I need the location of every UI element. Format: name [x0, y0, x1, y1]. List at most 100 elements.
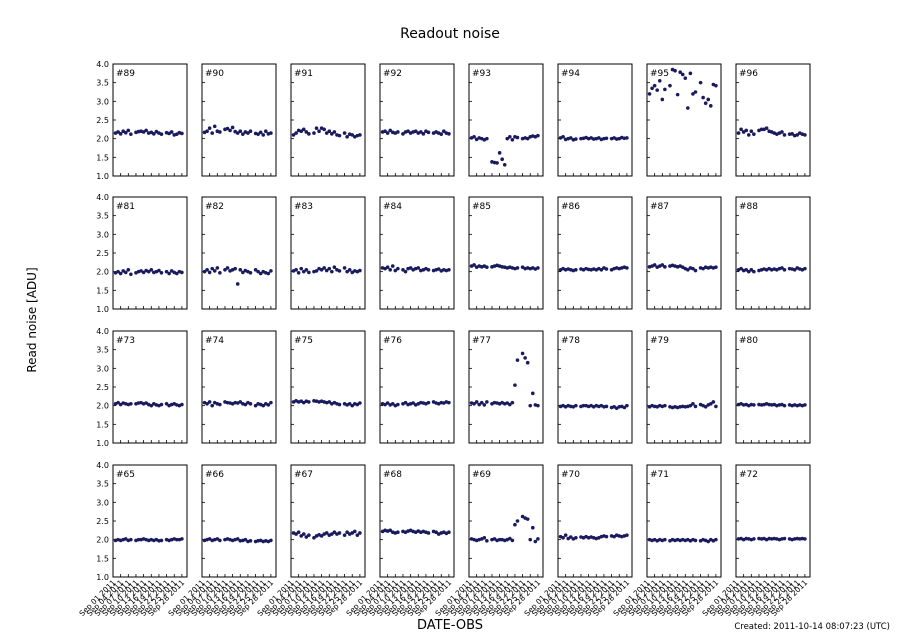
data-point — [421, 132, 426, 136]
data-point — [500, 157, 504, 161]
data-point — [294, 268, 298, 272]
data-point — [207, 400, 212, 404]
data-point — [136, 537, 141, 542]
data-point — [439, 132, 444, 136]
data-point — [515, 135, 520, 140]
data-point — [332, 130, 337, 134]
data-point — [291, 133, 296, 137]
data-point — [248, 129, 253, 133]
panel-title: #76 — [383, 336, 402, 346]
data-point — [266, 271, 271, 276]
data-point — [782, 536, 787, 541]
data-point — [243, 402, 248, 407]
panel-title: #84 — [383, 202, 402, 212]
data-point — [129, 402, 133, 406]
data-point — [525, 136, 530, 141]
data-point — [660, 263, 665, 267]
data-point — [319, 268, 324, 272]
data-point — [673, 68, 677, 73]
data-point — [330, 132, 334, 136]
data-point — [749, 268, 754, 272]
panel-title: #72 — [739, 470, 758, 480]
data-point — [314, 126, 319, 131]
data-point — [296, 270, 301, 275]
data-point — [347, 402, 352, 406]
data-point — [324, 131, 329, 135]
data-point — [312, 536, 316, 540]
data-point — [479, 400, 484, 405]
data-point — [510, 538, 515, 543]
data-point — [416, 266, 421, 270]
data-point — [238, 129, 243, 133]
data-point — [447, 268, 451, 272]
data-point — [215, 266, 220, 270]
data-point — [691, 92, 695, 96]
data-point — [210, 131, 215, 135]
data-point — [327, 129, 332, 133]
data-point — [238, 268, 243, 272]
data-point — [477, 402, 482, 407]
panel-title: #94 — [561, 69, 580, 79]
data-point — [164, 269, 169, 274]
data-point — [739, 127, 743, 132]
data-point — [330, 532, 334, 536]
data-point — [746, 269, 751, 274]
data-point — [152, 132, 156, 136]
data-point — [403, 269, 408, 274]
data-point — [248, 402, 253, 406]
panel-title: #65 — [116, 470, 135, 480]
data-point — [568, 535, 573, 539]
data-point — [663, 403, 667, 408]
data-point — [345, 269, 349, 274]
data-point — [180, 402, 184, 407]
data-point — [708, 104, 713, 108]
data-point — [396, 402, 400, 407]
y-tick-label: 2.0 — [96, 135, 109, 144]
data-point — [752, 403, 756, 407]
data-point — [169, 130, 174, 134]
data-point — [324, 531, 329, 535]
data-point — [116, 269, 120, 274]
data-point — [207, 126, 212, 131]
panel-title: #83 — [294, 202, 313, 212]
y-tick-label: 2.0 — [96, 536, 109, 545]
y-tick-label: 3.5 — [96, 212, 109, 221]
data-point — [337, 269, 342, 273]
y-tick-label: 3.0 — [96, 230, 109, 239]
y-tick-label: 4.0 — [96, 60, 109, 69]
data-point — [205, 402, 209, 406]
y-tick-label: 3.5 — [96, 79, 109, 88]
data-point — [408, 266, 413, 270]
panel-title: #79 — [650, 336, 669, 346]
data-point — [342, 131, 347, 135]
data-point — [248, 538, 253, 543]
y-tick-label: 2.0 — [96, 268, 109, 277]
data-point — [508, 402, 512, 407]
data-point — [327, 400, 332, 404]
data-point — [419, 130, 423, 134]
data-point — [225, 266, 230, 270]
data-point — [739, 266, 743, 271]
data-point — [159, 270, 164, 275]
data-point — [116, 130, 120, 134]
data-point — [660, 97, 665, 102]
data-point — [574, 268, 578, 272]
data-point — [390, 264, 395, 268]
data-point — [536, 403, 540, 408]
panel-title: #91 — [294, 69, 313, 79]
data-point — [230, 125, 235, 130]
data-point — [574, 536, 578, 540]
data-point — [269, 269, 273, 273]
y-tick-label: 3.0 — [96, 97, 109, 106]
data-point — [225, 126, 230, 131]
chart-title: Readout noise — [400, 26, 500, 42]
panel-title: #71 — [650, 470, 669, 480]
data-point — [485, 136, 489, 141]
data-point — [441, 129, 446, 133]
data-point — [327, 266, 332, 271]
data-point — [116, 400, 120, 405]
y-tick-label: 1.5 — [96, 554, 109, 563]
data-point — [736, 131, 741, 135]
